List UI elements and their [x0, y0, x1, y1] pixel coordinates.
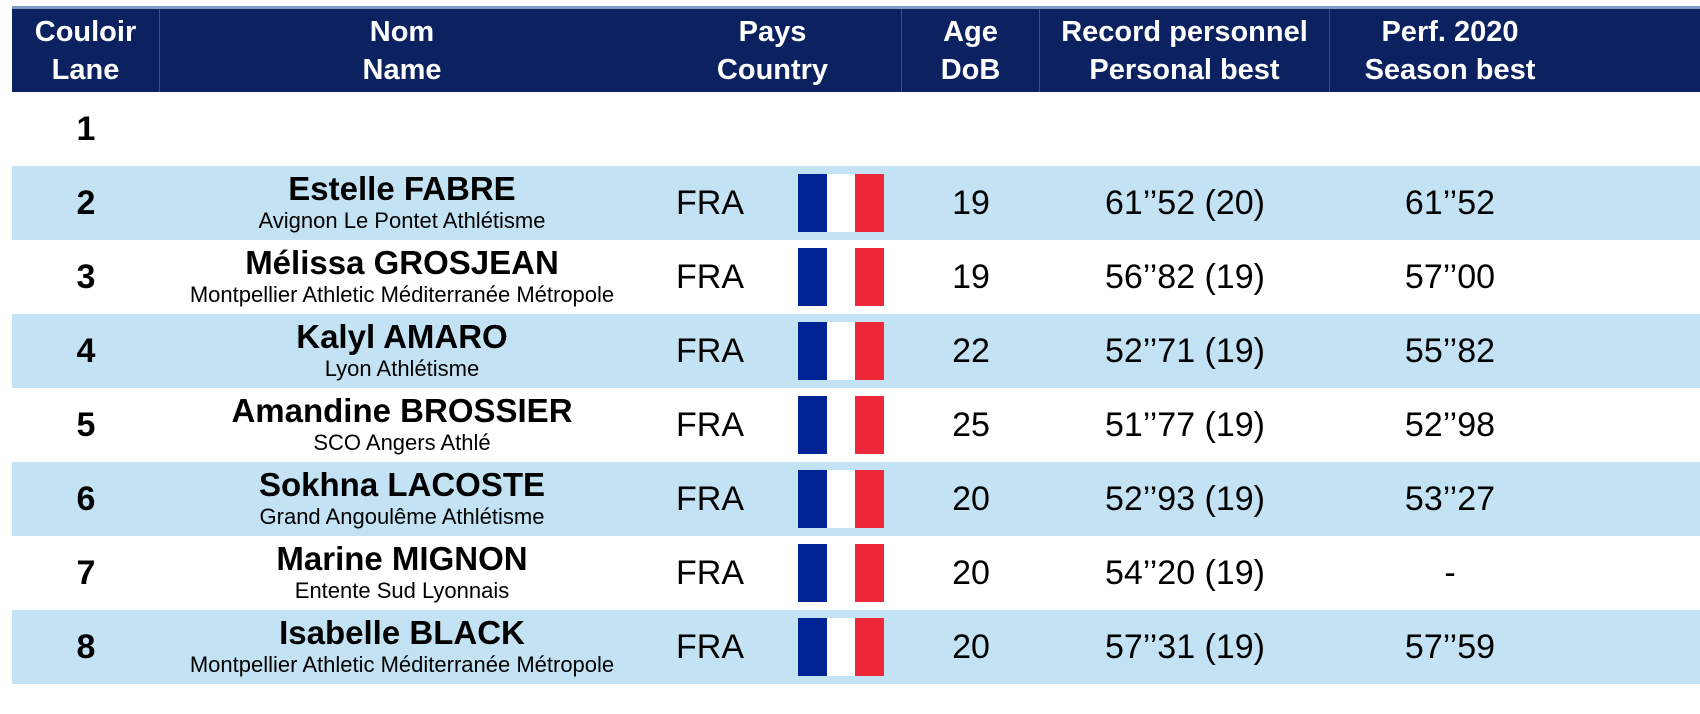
header-sb-en: Season best	[1364, 53, 1536, 86]
table-row: 5 Amandine BROSSIER SCO Angers Athlé FRA 25 5…	[12, 388, 1700, 462]
country-code: FRA	[676, 627, 744, 666]
header-sb: Perf. 2020 Season best	[1330, 9, 1570, 92]
athlete-cell: Amandine BROSSIER SCO Angers Athlé	[160, 388, 644, 462]
country-code: FRA	[676, 553, 744, 592]
france-flag-icon	[798, 618, 885, 676]
country-code	[676, 92, 776, 166]
personal-best: 61’’52 (20)	[1104, 183, 1266, 222]
athlete-age: 20	[952, 627, 990, 666]
header-age-en: DoB	[940, 53, 1001, 86]
lane-number: 6	[76, 479, 96, 518]
france-flag-icon	[798, 322, 885, 380]
header-name: Nom Name	[160, 9, 644, 92]
personal-best: 56’’82 (19)	[1104, 257, 1266, 296]
header-pb: Record personnel Personal best	[1040, 9, 1330, 92]
athlete-name: Amandine BROSSIER	[231, 392, 573, 429]
table-row: 3 Mélissa GROSJEAN Montpellier Athletic Mé…	[12, 240, 1700, 314]
country-code: FRA	[676, 183, 744, 222]
table-body: 1 2 Estelle FABRE Avignon Le Pontet Athléti…	[12, 92, 1700, 684]
season-best: 52’’98	[1404, 405, 1496, 444]
athlete-name: Sokhna LACOSTE	[258, 466, 546, 503]
country-code: FRA	[676, 331, 744, 370]
personal-best: 57’’31 (19)	[1104, 627, 1266, 666]
personal-best: 54’’20 (19)	[1104, 553, 1266, 592]
lane-number: 7	[76, 553, 96, 592]
personal-best: 52’’93 (19)	[1104, 479, 1266, 518]
season-best: -	[1444, 553, 1456, 592]
header-country-fr: Pays	[738, 15, 807, 48]
athlete-age: 25	[952, 405, 990, 444]
athlete-club: SCO Angers Athlé	[313, 430, 491, 455]
athlete-age: 19	[952, 257, 990, 296]
header-name-en: Name	[362, 53, 442, 86]
athlete-name: Mélissa GROSJEAN	[245, 244, 559, 281]
header-age-fr: Age	[943, 15, 998, 48]
athlete-name: Kalyl AMARO	[296, 318, 508, 355]
athlete-club: Montpellier Athletic Méditerranée Métrop…	[189, 652, 615, 677]
table-row: 6 Sokhna LACOSTE Grand Angoulême Athlétism…	[12, 462, 1700, 536]
header-name-fr: Nom	[369, 15, 435, 48]
header-sb-fr: Perf. 2020	[1381, 15, 1519, 48]
personal-best: 51’’77 (19)	[1104, 405, 1266, 444]
country-code: FRA	[676, 257, 744, 296]
athlete-club: Avignon Le Pontet Athlétisme	[258, 208, 546, 233]
athlete-club: Entente Sud Lyonnais	[294, 578, 510, 603]
athlete-cell	[160, 92, 644, 166]
table-header: Couloir Lane Nom Name Pays Country Age D…	[12, 6, 1700, 92]
table-row: 1	[12, 92, 1700, 166]
lane-number: 3	[76, 257, 96, 296]
personal-best	[1040, 92, 1330, 166]
country-code: FRA	[676, 405, 744, 444]
table-row: 8 Isabelle BLACK Montpellier Athletic Médi…	[12, 610, 1700, 684]
lane-number: 4	[76, 331, 96, 370]
athlete-name: Estelle FABRE	[288, 170, 516, 207]
header-country-en: Country	[716, 53, 829, 86]
athlete-name: Marine MIGNON	[276, 540, 528, 577]
lane-number: 8	[76, 627, 96, 666]
athlete-cell: Mélissa GROSJEAN Montpellier Athletic Méd…	[160, 240, 644, 314]
start-list-table: Couloir Lane Nom Name Pays Country Age D…	[12, 6, 1700, 684]
athlete-cell: Isabelle BLACK Montpellier Athletic Médit…	[160, 610, 644, 684]
athlete-cell: Marine MIGNON Entente Sud Lyonnais	[160, 536, 644, 610]
athlete-age	[902, 92, 1040, 166]
athlete-age: 20	[952, 479, 990, 518]
france-flag-icon	[798, 544, 885, 602]
header-age: Age DoB	[902, 9, 1040, 92]
personal-best: 52’’71 (19)	[1104, 331, 1266, 370]
athlete-cell: Sokhna LACOSTE Grand Angoulême Athlétisme	[160, 462, 644, 536]
athlete-name: Isabelle BLACK	[279, 614, 525, 651]
season-best: 57’’59	[1404, 627, 1496, 666]
athlete-club: Montpellier Athletic Méditerranée Métrop…	[189, 282, 615, 307]
france-flag-icon	[798, 174, 885, 232]
france-flag-icon	[798, 470, 885, 528]
athlete-age: 19	[952, 183, 990, 222]
france-flag-icon	[798, 248, 885, 306]
lane-number: 2	[76, 183, 96, 222]
header-lane: Couloir Lane	[12, 9, 160, 92]
header-pb-fr: Record personnel	[1061, 15, 1308, 48]
header-country: Pays Country	[644, 9, 902, 92]
header-pb-en: Personal best	[1089, 53, 1280, 86]
season-best: 61’’52	[1404, 183, 1496, 222]
table-row: 7 Marine MIGNON Entente Sud Lyonnais FRA 20 5…	[12, 536, 1700, 610]
country-code: FRA	[676, 479, 744, 518]
athlete-age: 22	[952, 331, 990, 370]
season-best: 55’’82	[1404, 331, 1496, 370]
lane-number: 5	[76, 405, 96, 444]
athlete-cell: Estelle FABRE Avignon Le Pontet Athlétism…	[160, 166, 644, 240]
season-best	[1330, 92, 1570, 166]
athlete-cell: Kalyl AMARO Lyon Athlétisme	[160, 314, 644, 388]
table-row: 2 Estelle FABRE Avignon Le Pontet Athlétis…	[12, 166, 1700, 240]
header-lane-fr: Couloir	[34, 15, 137, 48]
lane-number: 1	[76, 109, 96, 148]
header-lane-en: Lane	[51, 53, 120, 86]
athlete-club: Lyon Athlétisme	[324, 356, 480, 381]
athlete-club: Grand Angoulême Athlétisme	[259, 504, 545, 529]
season-best: 57’’00	[1404, 257, 1496, 296]
table-row: 4 Kalyl AMARO Lyon Athlétisme FRA 22 52’’71 (…	[12, 314, 1700, 388]
season-best: 53’’27	[1404, 479, 1496, 518]
athlete-age: 20	[952, 553, 990, 592]
france-flag-icon	[798, 396, 885, 454]
